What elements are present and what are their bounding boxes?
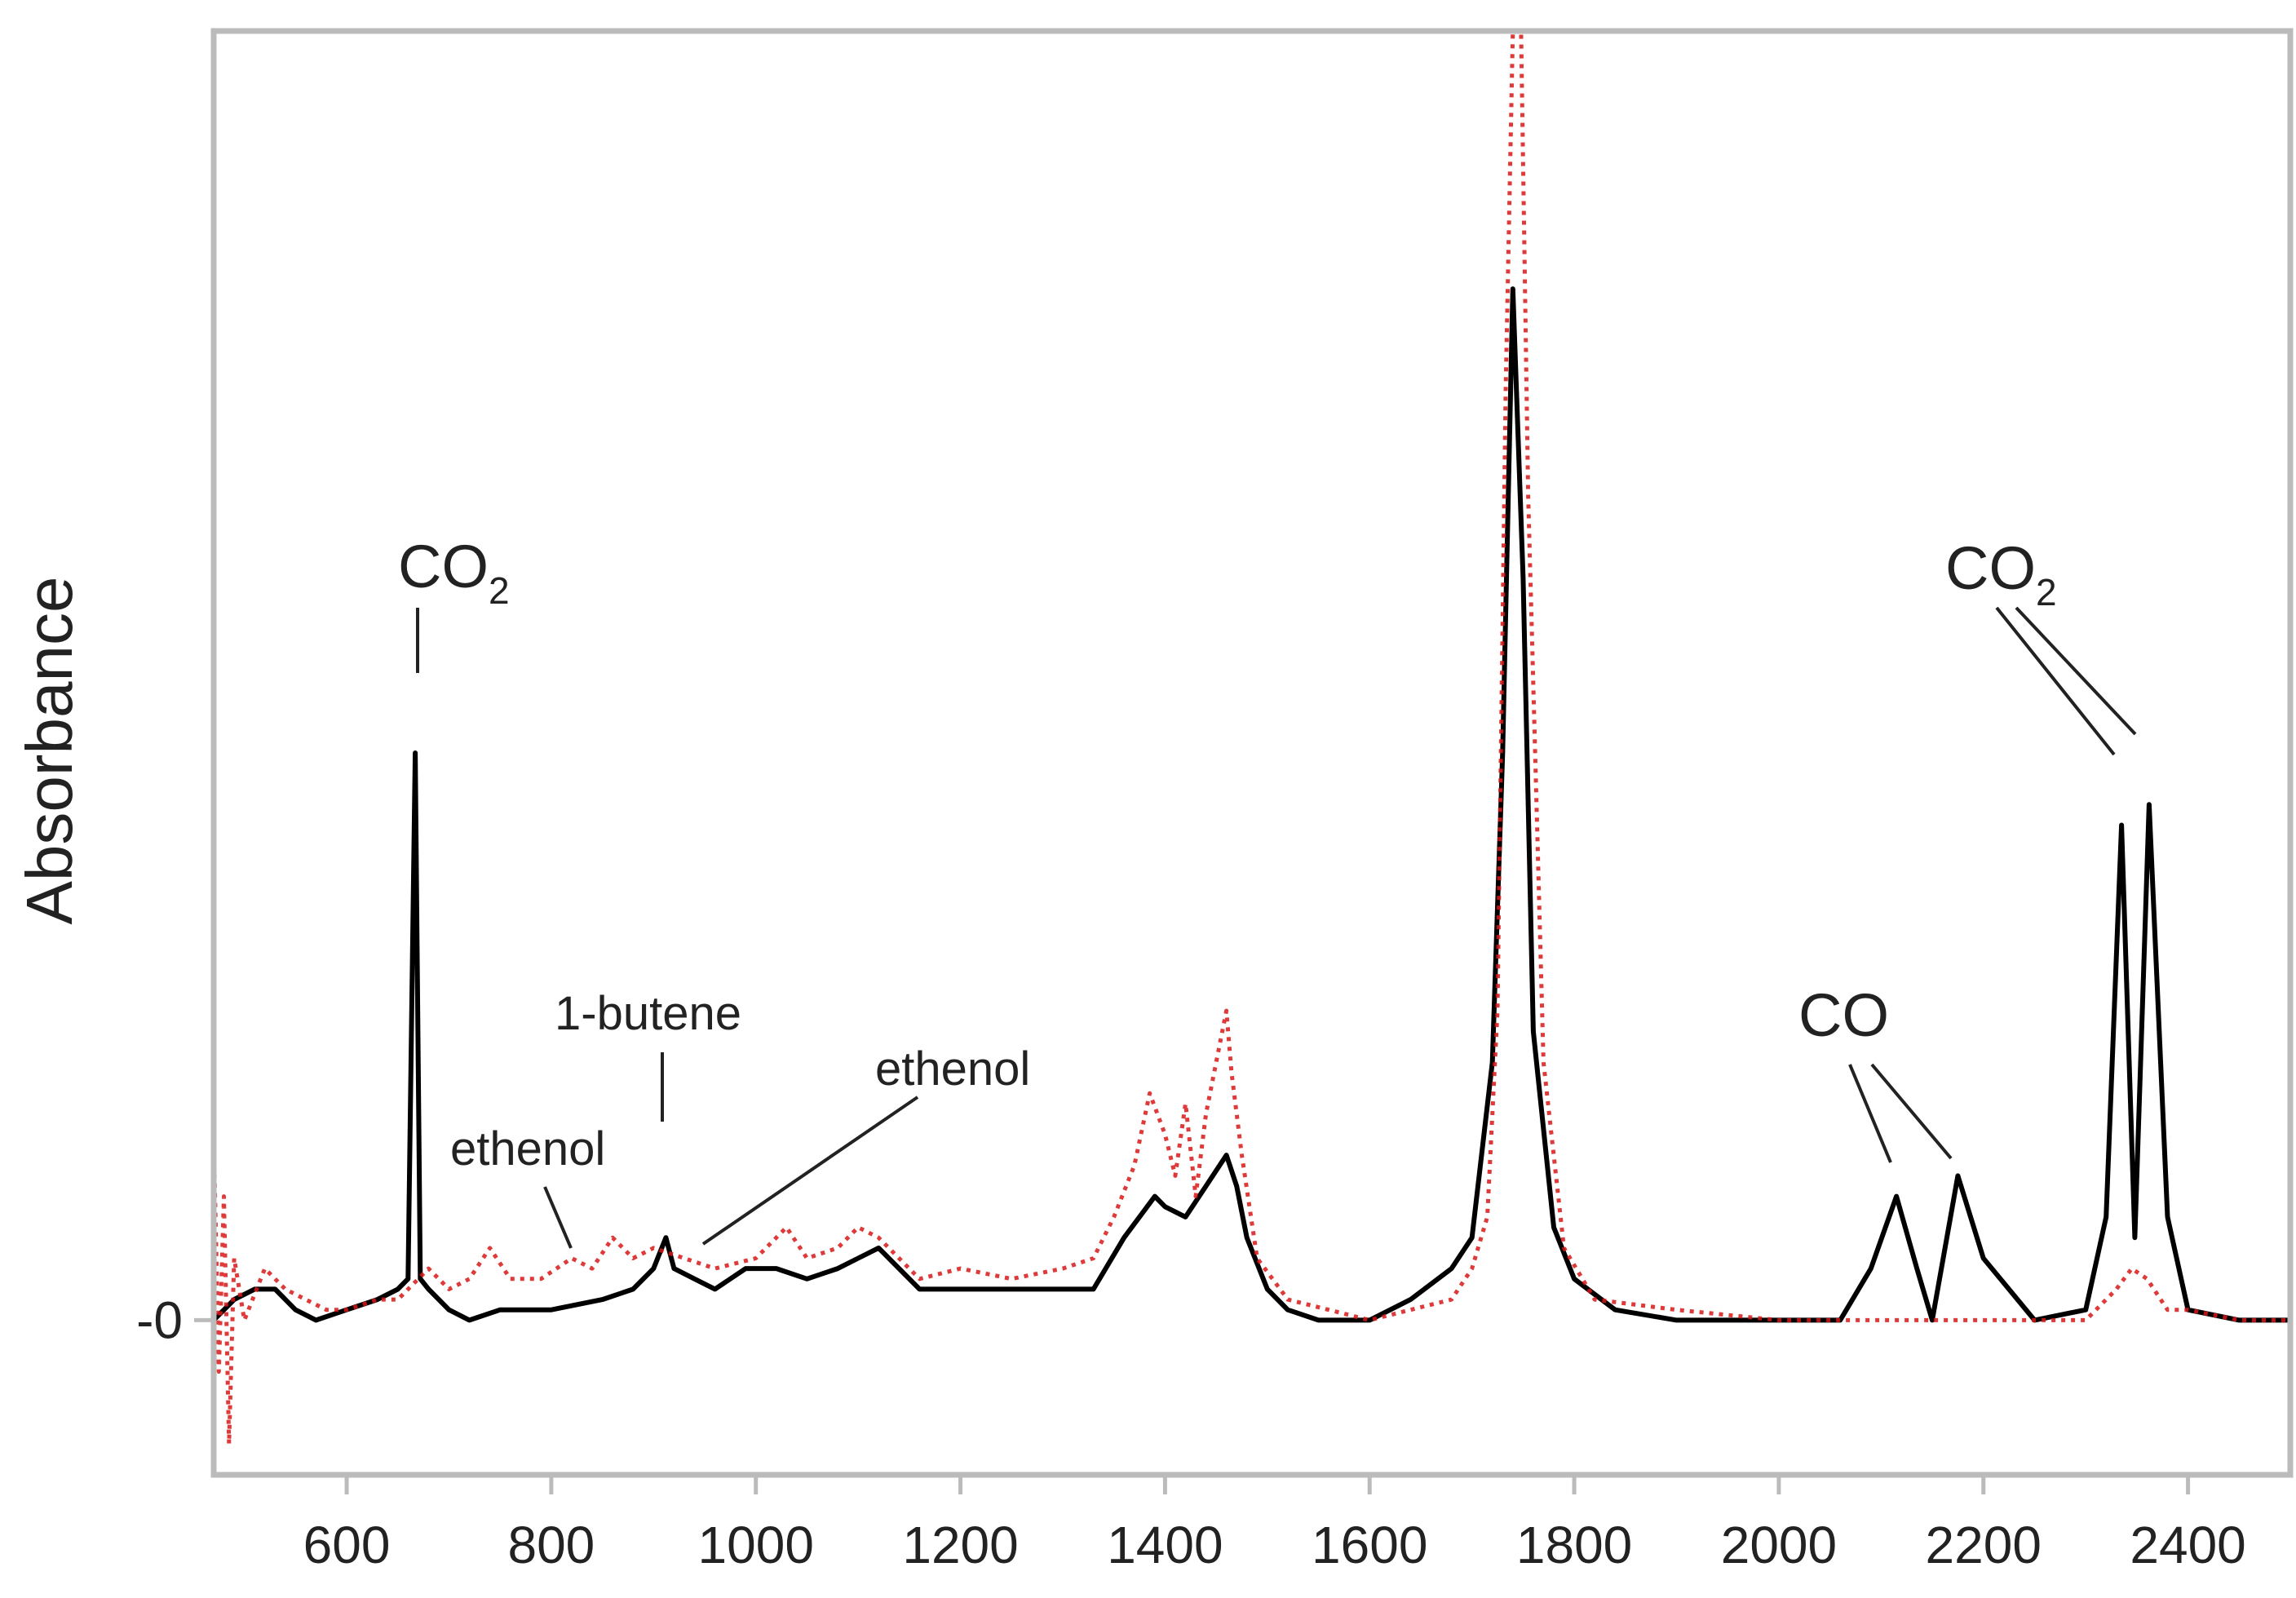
plot-frame <box>210 28 2294 1478</box>
x-axis: 600 800 1000 1200 1400 1600 1800 2000 2200 2400 <box>303 1475 2246 1574</box>
black-series-line-0 <box>211 286 2290 1323</box>
annotation-1-butene-label: 1-butene <box>555 987 741 1040</box>
annotation-co-pointer-2 <box>1870 1063 1953 1160</box>
annotation-ethenol-right-pointer <box>701 1096 919 1246</box>
x-tick-label-1600: 1600 <box>1312 1516 1427 1574</box>
x-tick-label-2000: 2000 <box>1721 1516 1837 1574</box>
annotation-co2-right: CO2 <box>1945 534 2137 756</box>
annotation-co2-left-label: CO <box>398 533 489 600</box>
annotation-ethenol-left: ethenol <box>450 1122 605 1249</box>
x-tick-label-1400: 1400 <box>1107 1516 1223 1574</box>
annotation-ethenol-right: ethenol <box>701 1042 1030 1246</box>
annotation-ethenol-left-label: ethenol <box>450 1122 605 1175</box>
annotation-co2-left: CO2 <box>398 533 510 673</box>
x-tick-label-600: 600 <box>303 1516 391 1574</box>
x-tick-label-800: 800 <box>507 1516 595 1574</box>
y-axis: -0 <box>136 1290 214 1349</box>
svg-text:CO2: CO2 <box>398 533 510 612</box>
annotation-1-butene: 1-butene <box>555 987 741 1122</box>
red-dotted-series-line-1 <box>211 29 2290 1446</box>
annotation-co-pointer-1 <box>1848 1064 1892 1163</box>
x-tick-label-2400: 2400 <box>2130 1516 2245 1574</box>
annotation-ethenol-left-pointer <box>543 1186 573 1249</box>
annotation-co: CO <box>1798 981 1953 1163</box>
annotation-co-label: CO <box>1798 981 1889 1049</box>
annotation-ethenol-right-label: ethenol <box>875 1042 1030 1096</box>
annotation-co2-right-sub: 2 <box>2036 571 2057 613</box>
annotation-co2-right-pointer-1 <box>1995 606 2116 756</box>
annotation-co2-right-pointer-2 <box>2015 606 2137 736</box>
x-tick-label-1200: 1200 <box>902 1516 1018 1574</box>
annotation-co2-right-label: CO <box>1945 534 2036 602</box>
annotation-co2-left-sub: 2 <box>489 569 510 612</box>
svg-text:CO2: CO2 <box>1945 534 2057 613</box>
x-tick-label-1000: 1000 <box>698 1516 814 1574</box>
y-tick-label-0: -0 <box>136 1290 183 1349</box>
x-tick-label-2200: 2200 <box>1926 1516 2042 1574</box>
series-layer <box>211 29 2290 1446</box>
y-axis-label: Absorbance <box>13 577 86 925</box>
x-tick-label-1800: 1800 <box>1516 1516 1632 1574</box>
